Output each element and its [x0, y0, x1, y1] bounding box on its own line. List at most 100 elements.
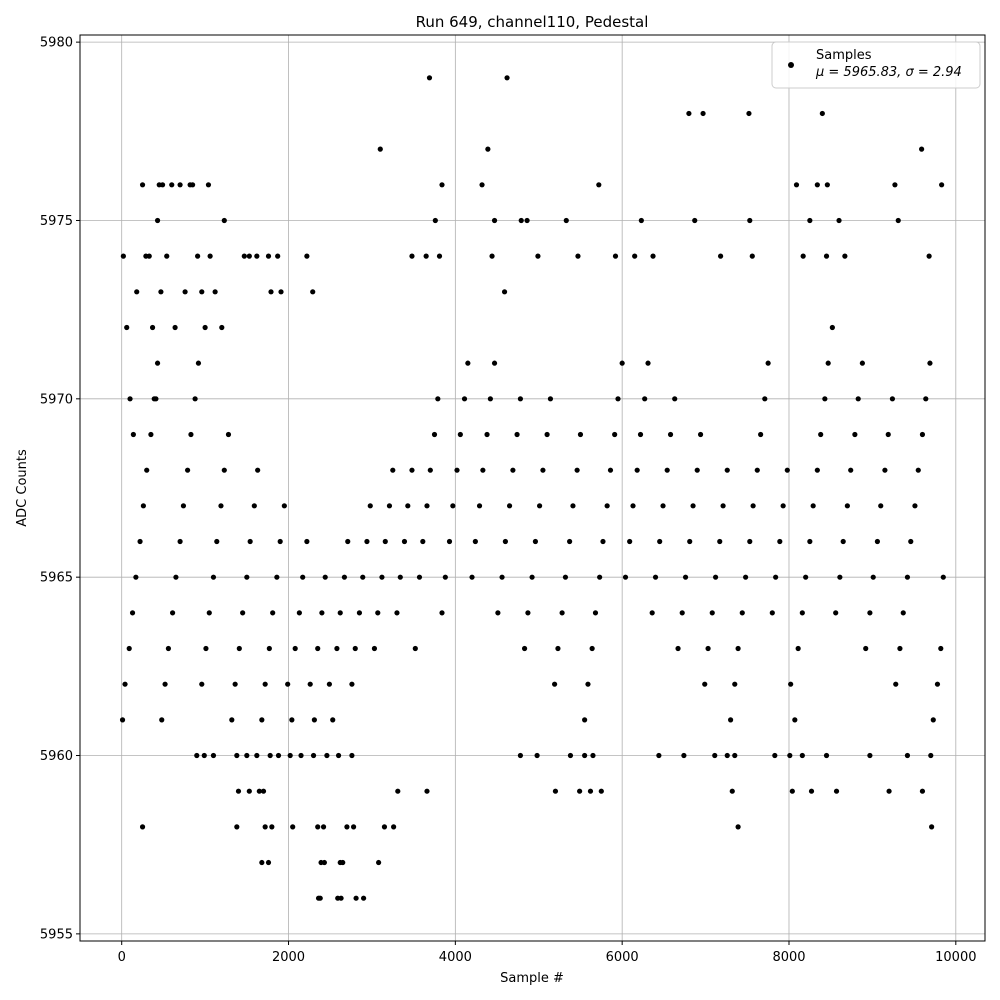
data-point	[836, 217, 842, 224]
data-point	[476, 503, 483, 509]
data-point	[532, 538, 539, 545]
data-point	[350, 824, 357, 830]
data-point	[205, 182, 212, 188]
x-axis-label: Sample #	[500, 971, 564, 986]
data-point	[352, 645, 358, 652]
data-point	[247, 538, 253, 545]
data-point	[139, 824, 146, 830]
data-point	[787, 752, 793, 759]
data-point	[349, 752, 355, 759]
data-point	[559, 610, 565, 616]
data-point	[158, 289, 164, 295]
legend-marker	[788, 62, 794, 68]
data-point	[235, 788, 242, 794]
data-point	[289, 717, 295, 723]
data-point	[848, 467, 854, 473]
data-point	[180, 503, 187, 509]
data-point	[904, 752, 911, 759]
data-point	[855, 396, 861, 402]
data-point	[927, 360, 933, 366]
data-point	[577, 788, 583, 794]
x-tick-label: 6000	[606, 950, 639, 965]
data-point	[926, 253, 932, 259]
data-point	[637, 431, 644, 438]
data-point	[338, 895, 344, 901]
data-point	[664, 467, 670, 473]
data-point	[144, 467, 150, 473]
data-point	[307, 681, 313, 687]
data-point	[212, 289, 218, 295]
data-point	[803, 574, 809, 580]
y-tick-label: 5980	[40, 36, 73, 51]
data-point	[642, 396, 648, 402]
data-point	[630, 503, 636, 509]
data-point	[747, 217, 753, 224]
data-point	[929, 824, 935, 830]
data-point	[544, 431, 550, 438]
data-point	[149, 324, 156, 331]
data-point	[491, 217, 498, 224]
data-point	[638, 217, 644, 224]
data-point	[427, 467, 433, 473]
data-point	[600, 538, 606, 545]
x-tick-label: 2000	[272, 950, 305, 965]
data-point	[122, 681, 128, 687]
data-point	[928, 752, 934, 759]
data-point	[705, 645, 711, 652]
data-point	[159, 717, 165, 723]
data-point	[679, 610, 685, 616]
data-point	[632, 253, 638, 259]
data-point	[495, 610, 501, 616]
data-point	[870, 574, 876, 580]
data-point	[649, 610, 655, 616]
data-point	[819, 110, 825, 117]
data-point	[439, 610, 445, 616]
data-point	[672, 396, 678, 402]
data-point	[221, 217, 227, 224]
data-point	[469, 574, 475, 580]
data-point	[627, 538, 633, 545]
y-tick-label: 5965	[40, 571, 73, 586]
data-point	[296, 610, 302, 616]
data-point	[207, 253, 213, 259]
data-point	[290, 824, 296, 830]
data-point	[900, 610, 906, 616]
data-point	[814, 467, 820, 473]
data-point	[717, 253, 724, 259]
data-point	[517, 752, 524, 759]
data-point	[867, 752, 873, 759]
data-point	[536, 503, 543, 509]
data-point	[807, 217, 813, 224]
data-point	[465, 360, 471, 366]
data-point	[234, 824, 240, 830]
data-point	[762, 396, 768, 402]
data-point	[454, 467, 460, 473]
data-point	[823, 253, 830, 259]
data-point	[335, 752, 342, 759]
data-point	[241, 253, 247, 259]
data-point	[401, 538, 408, 545]
data-point	[409, 253, 415, 259]
data-point	[792, 717, 798, 723]
data-point	[190, 182, 196, 188]
data-point	[322, 574, 328, 580]
data-point	[244, 752, 250, 759]
data-point	[416, 574, 423, 580]
data-point	[534, 752, 540, 759]
legend-label: Samples	[816, 48, 872, 63]
data-point	[424, 503, 430, 509]
data-point	[897, 645, 903, 652]
data-point	[810, 503, 816, 509]
data-point	[892, 182, 898, 188]
data-point	[732, 752, 738, 759]
data-point	[310, 752, 317, 759]
y-tick-label: 5955	[40, 927, 73, 942]
data-point	[267, 752, 273, 759]
data-point	[140, 503, 146, 509]
data-point	[750, 503, 756, 509]
data-point	[552, 788, 559, 794]
data-point	[529, 574, 535, 580]
data-point	[563, 217, 569, 224]
data-point	[172, 324, 178, 331]
data-point	[364, 538, 370, 545]
